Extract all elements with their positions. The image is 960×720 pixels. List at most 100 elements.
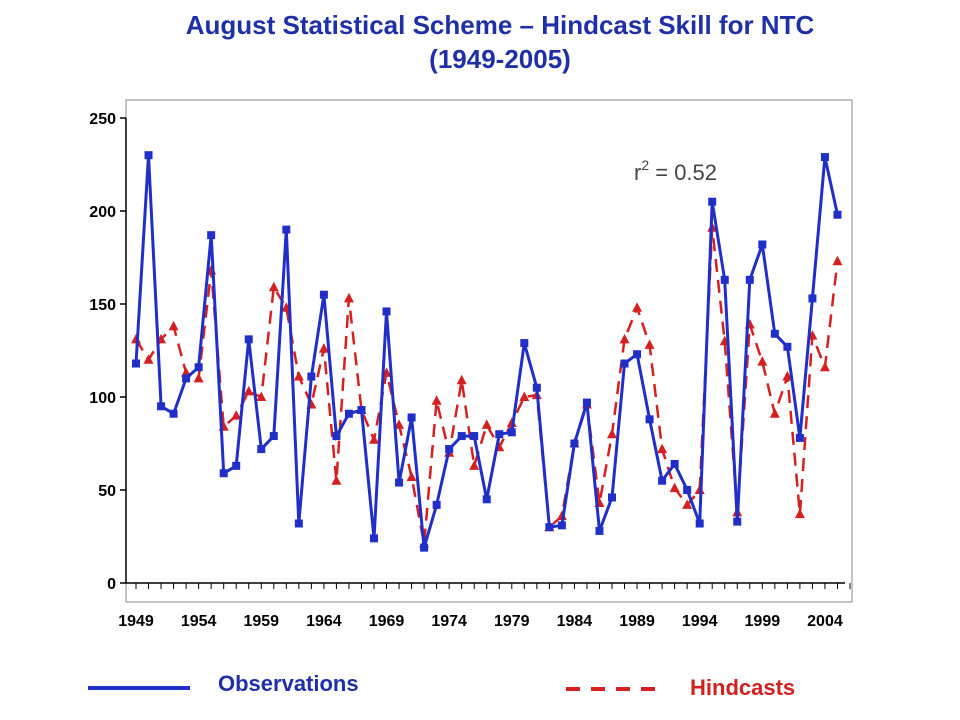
data-point-observation <box>582 398 591 407</box>
x-tick-label: 1964 <box>306 613 342 630</box>
data-point-observation <box>319 290 328 299</box>
data-point-observation <box>758 240 767 249</box>
data-point-observation <box>144 151 153 160</box>
data-point-observation <box>219 469 228 478</box>
x-tick-label: 1999 <box>745 613 781 630</box>
data-point-observation <box>407 413 416 422</box>
data-point-observation <box>557 521 566 530</box>
data-point-observation <box>257 445 266 454</box>
series-observations <box>132 151 842 552</box>
data-point-hindcast <box>369 434 379 444</box>
x-tick-label: 1989 <box>619 613 655 630</box>
data-point-observation <box>395 478 404 487</box>
data-point-observation <box>432 500 441 509</box>
data-point-observation <box>507 428 516 437</box>
data-point-hindcast <box>456 374 467 385</box>
data-point-observation <box>770 329 779 338</box>
x-tick-label: 1994 <box>682 613 718 630</box>
x-tick-label: 1984 <box>557 613 593 630</box>
data-point-hindcast <box>143 354 154 364</box>
x-tick-label: 1959 <box>243 613 279 630</box>
data-point-observation <box>520 339 529 348</box>
data-point-hindcast <box>268 281 279 292</box>
data-point-observation <box>695 519 704 528</box>
data-point-observation <box>595 526 604 535</box>
data-point-hindcast <box>794 508 805 519</box>
data-point-hindcast <box>607 428 617 439</box>
y-tick-label: 0 <box>107 576 116 593</box>
data-point-observation <box>269 432 278 441</box>
y-tick-label: 200 <box>89 204 116 221</box>
series-line <box>134 227 839 545</box>
chart-title-line2: (1949-2005) <box>429 44 571 74</box>
data-point-hindcast <box>406 471 417 481</box>
x-tick-label: 1954 <box>181 613 217 630</box>
data-point-observation <box>708 197 717 206</box>
legend-observations-label: Observations <box>218 671 359 696</box>
data-point-observation <box>795 433 804 442</box>
x-tick-label: 1979 <box>494 613 530 630</box>
data-point-observation <box>545 523 554 532</box>
data-point-hindcast <box>343 292 354 303</box>
data-point-observation <box>182 374 191 383</box>
data-point-hindcast <box>318 343 329 353</box>
data-point-hindcast <box>669 482 680 493</box>
data-point-hindcast <box>168 320 179 331</box>
data-point-observation <box>495 430 504 439</box>
data-point-observation <box>332 432 341 441</box>
data-point-observation <box>194 363 203 372</box>
data-point-observation <box>645 415 654 424</box>
data-point-observation <box>745 275 754 284</box>
data-point-observation <box>207 231 216 240</box>
data-point-hindcast <box>293 371 304 381</box>
data-point-hindcast <box>243 385 254 396</box>
data-point-observation <box>445 445 454 454</box>
data-point-hindcast <box>431 395 442 405</box>
x-tick-label: 1974 <box>431 613 467 630</box>
r-squared-annotation: r2 = 0.52 <box>634 157 717 185</box>
annotation-value: = 0.52 <box>649 160 717 185</box>
data-point-hindcast <box>394 419 405 429</box>
data-point-hindcast <box>193 372 204 383</box>
chart-title: August Statistical Scheme – Hindcast Ski… <box>0 8 960 76</box>
data-point-observation <box>382 307 391 316</box>
data-point-observation <box>482 495 491 504</box>
y-tick-label: 250 <box>89 111 116 128</box>
series-layer <box>131 151 843 552</box>
legend-hindcasts-label: Hindcasts <box>690 675 796 700</box>
data-point-hindcast <box>519 391 530 401</box>
data-point-hindcast <box>632 302 643 312</box>
annotation-exponent: 2 <box>641 157 649 173</box>
data-point-observation <box>169 409 178 418</box>
data-point-observation <box>608 493 616 502</box>
data-point-observation <box>457 432 466 441</box>
data-point-hindcast <box>619 333 630 344</box>
data-point-hindcast <box>256 391 267 401</box>
data-point-observation <box>244 335 253 344</box>
data-point-observation <box>658 476 667 485</box>
y-tick-label: 50 <box>98 483 116 500</box>
data-point-observation <box>570 439 579 448</box>
data-point-observation <box>620 359 629 368</box>
y-tick-label: 100 <box>89 390 116 407</box>
plot-area <box>125 99 853 603</box>
data-point-observation <box>783 342 792 351</box>
data-point-observation <box>307 372 316 381</box>
data-point-observation <box>157 402 166 411</box>
x-axis-ticks: 1949 1954 1959 1964 1969 1974 1979 1984 1989 1994… <box>118 583 851 630</box>
data-point-hindcast <box>782 371 793 381</box>
data-point-hindcast <box>757 356 768 366</box>
data-point-observation <box>532 383 541 392</box>
data-point-hindcast <box>832 255 843 266</box>
data-point-observation <box>633 350 642 359</box>
data-point-observation <box>370 534 378 543</box>
data-point-hindcast <box>469 460 480 470</box>
data-point-observation <box>282 225 291 234</box>
data-point-observation <box>232 461 241 470</box>
data-point-observation <box>357 406 366 415</box>
data-point-hindcast <box>657 443 668 454</box>
y-tick-label: 150 <box>89 297 116 314</box>
data-point-hindcast <box>682 499 693 509</box>
chart-title-line1: August Statistical Scheme – Hindcast Ski… <box>185 10 815 40</box>
